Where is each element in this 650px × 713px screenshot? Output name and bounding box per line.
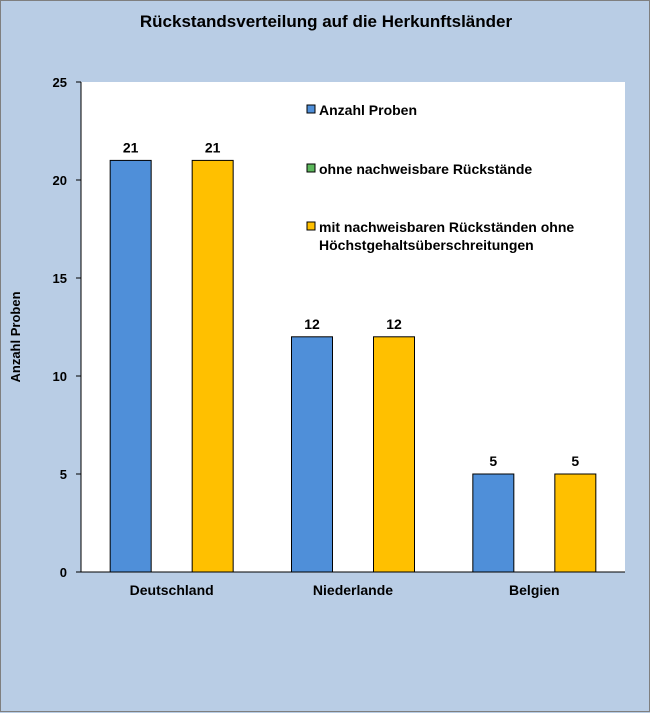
data-labels: 21 21 12 12 5 5 <box>123 139 580 469</box>
legend-swatch <box>306 163 316 173</box>
bar-deutschland-series-2 <box>191 159 234 573</box>
x-category-label: Niederlande <box>313 582 393 598</box>
x-category-label: Deutschland <box>130 582 214 598</box>
bars <box>109 159 597 573</box>
y-tick-label: 20 <box>53 173 67 188</box>
x-category-label: Belgien <box>509 582 560 598</box>
y-tick-label: 0 <box>60 565 67 580</box>
y-tick-label: 15 <box>53 271 67 286</box>
y-axis: 0 5 10 15 20 25 <box>53 75 82 580</box>
bar-data-label: 12 <box>304 316 320 332</box>
legend-label: ohne nachweisbare Rückstände <box>319 161 532 177</box>
bar-niederlande-series-2 <box>373 336 415 573</box>
bar-data-label: 21 <box>205 139 221 155</box>
legend-swatch <box>306 221 316 231</box>
bar-data-label: 5 <box>571 453 579 469</box>
bar-belgien-series-2 <box>554 473 597 573</box>
y-axis-title: Anzahl Proben <box>8 291 23 382</box>
y-tick-label: 10 <box>53 369 67 384</box>
bar-data-label: 5 <box>489 453 497 469</box>
y-tick-label: 5 <box>60 467 67 482</box>
legend-swatch <box>306 104 316 114</box>
legend-label: Höchstgehaltsüberschreitungen <box>319 237 534 253</box>
legend: Anzahl Proben ohne nachweisbare Rückständ… <box>306 102 574 253</box>
plot-area <box>81 82 625 572</box>
y-tick-label: 25 <box>53 75 67 90</box>
bar-data-label: 12 <box>386 316 402 332</box>
bar-data-label: 21 <box>123 139 139 155</box>
legend-label: Anzahl Proben <box>319 102 417 118</box>
legend-label: mit nachweisbaren Rückständen ohne <box>319 219 574 235</box>
bar-niederlande-series-0 <box>291 336 333 573</box>
bar-deutschland-series-0 <box>109 159 152 573</box>
chart-title: Rückstandsverteilung auf die Herkunftslä… <box>140 12 513 31</box>
bar-belgien-series-0 <box>472 473 515 573</box>
x-axis: Deutschland Niederlande Belgien <box>81 571 625 598</box>
